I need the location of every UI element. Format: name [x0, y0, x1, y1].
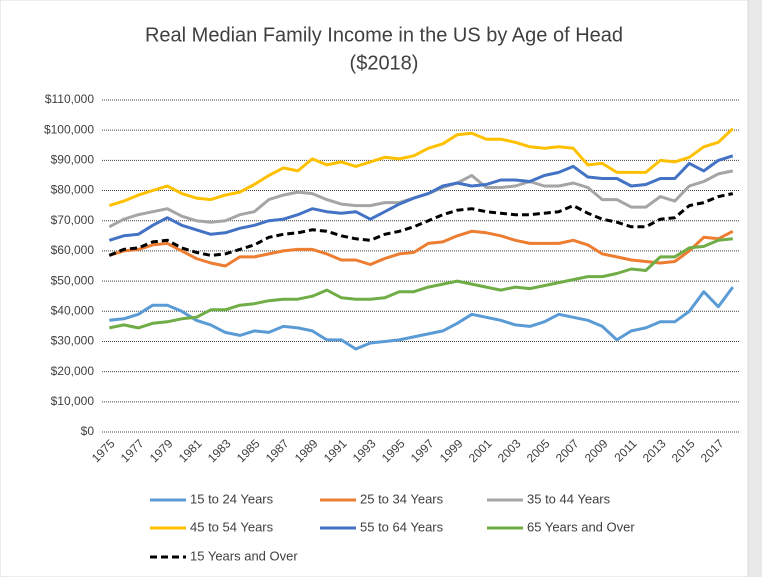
series-line	[108, 192, 734, 257]
legend-label: 15 Years and Over	[190, 548, 298, 563]
y-tick-label: $20,000	[51, 364, 95, 378]
y-tick-label: $90,000	[51, 153, 95, 167]
y-tick-label: $30,000	[51, 334, 95, 348]
y-tick-label: $100,000	[44, 122, 94, 136]
series-line	[108, 154, 734, 242]
series-line	[108, 229, 734, 268]
chart-subtitle: ($2018)	[350, 52, 419, 74]
chart-title: Real Median Family Income in the US by A…	[145, 24, 623, 46]
series-line	[109, 286, 735, 351]
y-tick-label: $40,000	[51, 303, 95, 317]
y-tick-label: $10,000	[51, 394, 95, 408]
y-tick-label: $50,000	[51, 273, 95, 287]
legend-label: 45 to 54 Years	[190, 519, 274, 534]
legend-label: 35 to 44 Years	[527, 491, 611, 506]
y-tick-label: $110,000	[45, 92, 94, 106]
y-tick-label: $70,000	[51, 213, 95, 227]
legend-label: 15 to 24 Years	[190, 491, 274, 506]
y-tick-label: $60,000	[51, 243, 95, 257]
series-line	[108, 127, 734, 208]
legend-label: 25 to 34 Years	[360, 491, 444, 506]
legend-label: 65 Years and Over	[527, 519, 635, 534]
series-line	[108, 237, 733, 330]
y-tick-label: $80,000	[51, 183, 95, 197]
legend-label: 55 to 64 Years	[360, 519, 444, 534]
y-tick-label: $0	[81, 424, 95, 438]
